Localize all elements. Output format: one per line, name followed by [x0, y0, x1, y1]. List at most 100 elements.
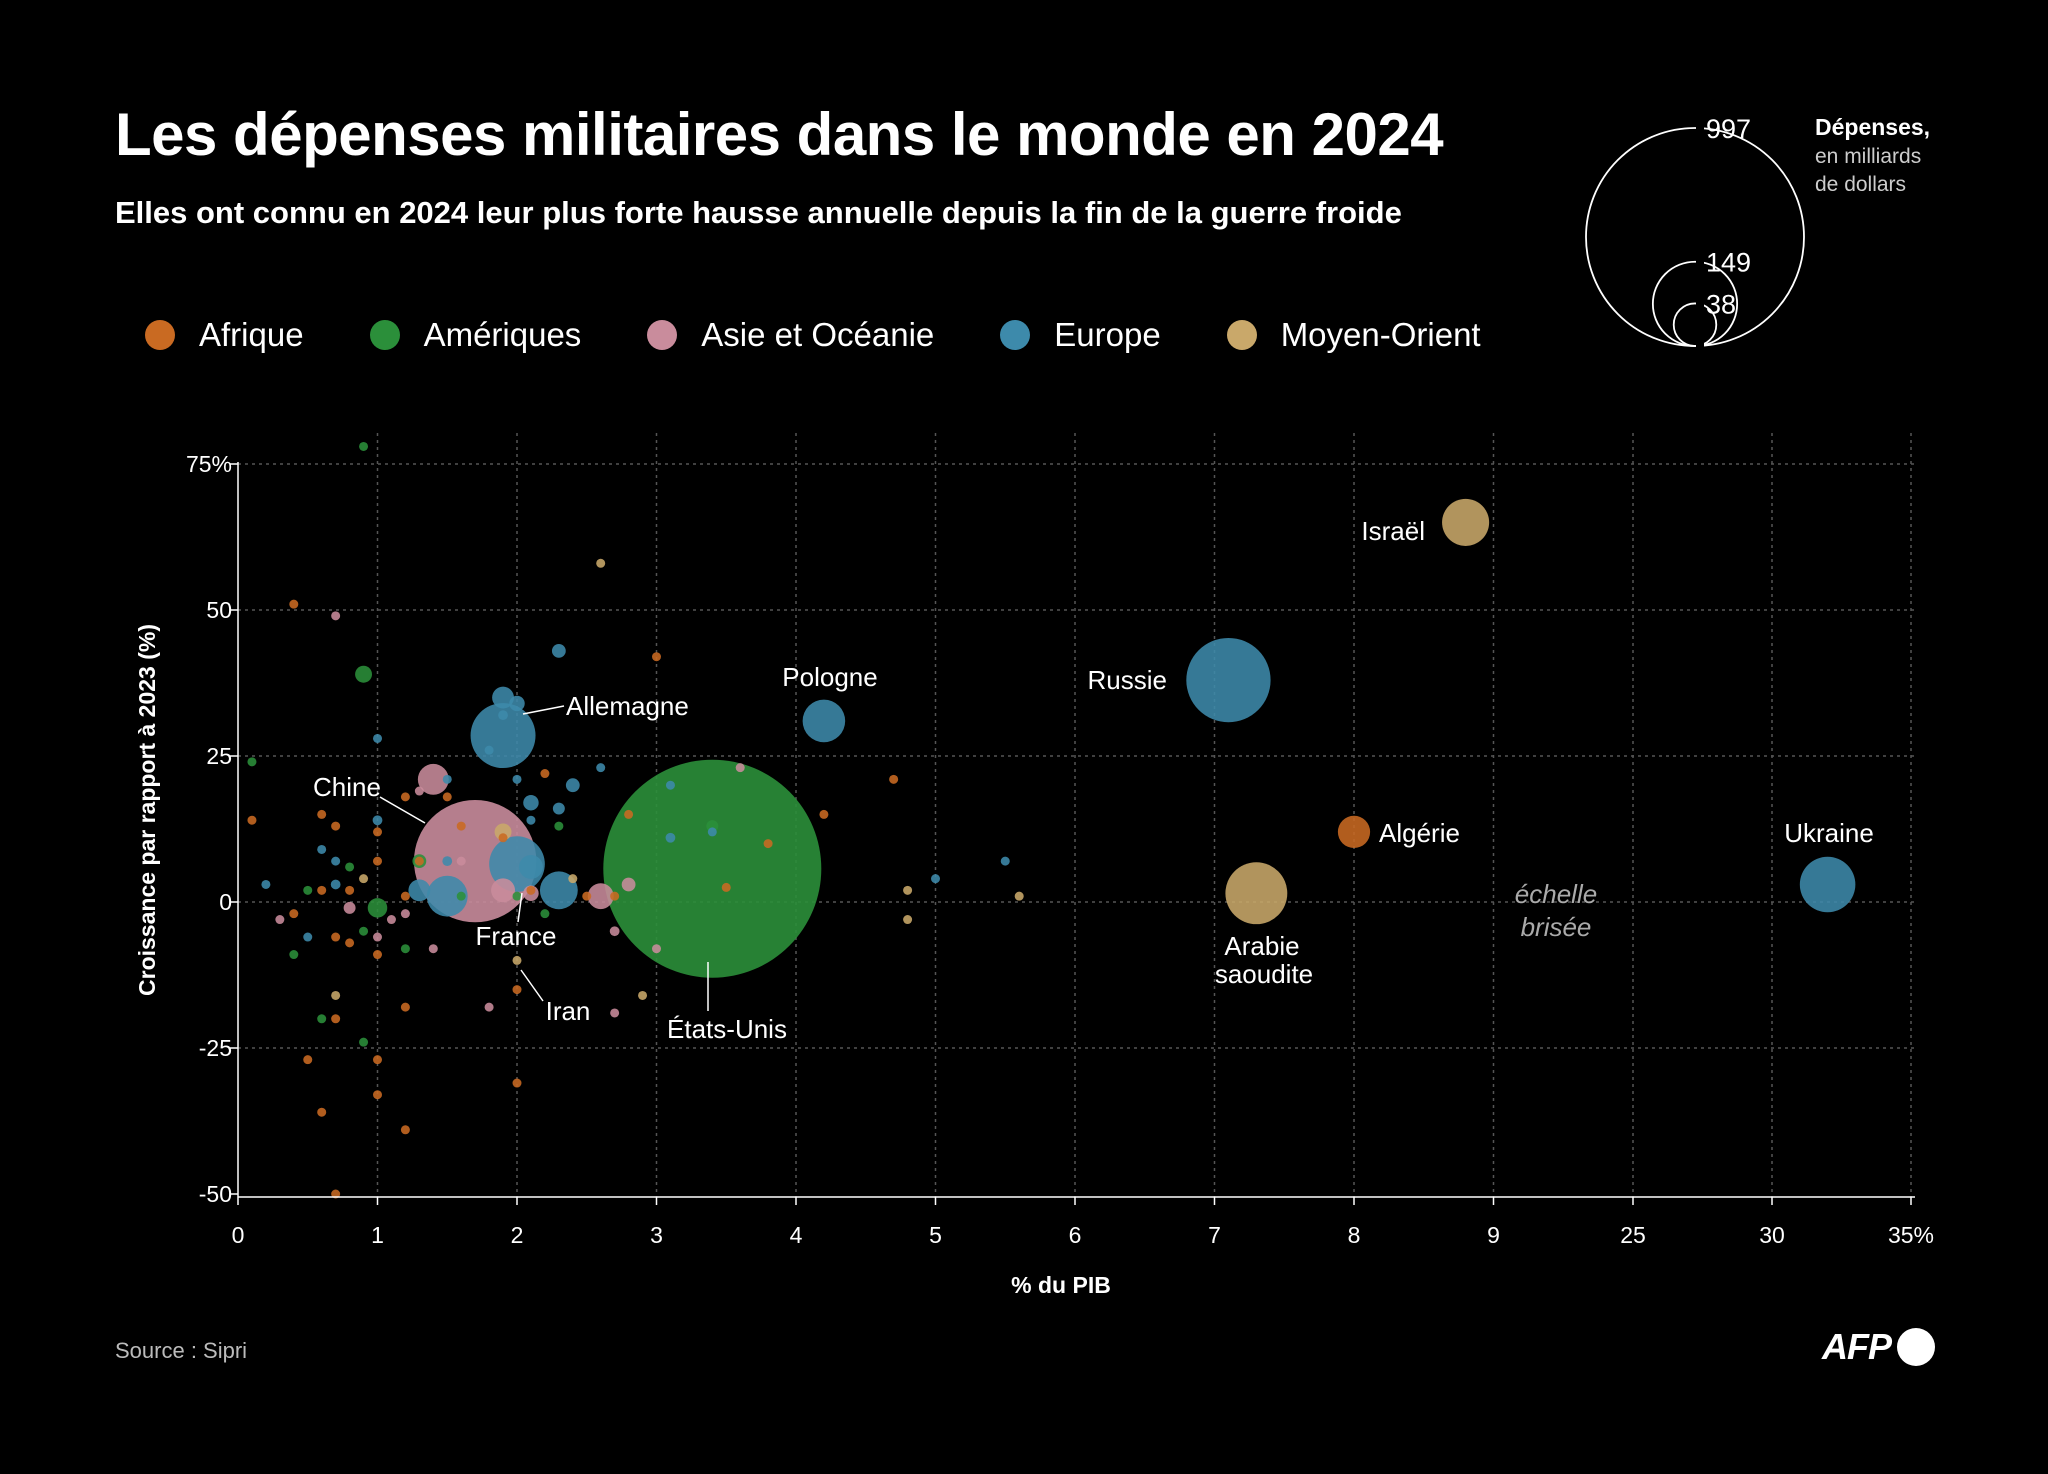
leader-iran	[520, 969, 544, 1002]
bubble-europe-7	[565, 778, 580, 793]
size-legend-title: Dépenses,	[1815, 114, 1931, 140]
bubble-europe-6	[551, 643, 566, 658]
bubble-afrique-33	[373, 1090, 382, 1100]
bubble-ameriques-16	[512, 891, 522, 901]
bubble-afrique-0	[1337, 815, 1371, 849]
legend-item-moyen-orient: Moyen-Orient	[1226, 316, 1481, 354]
bubble-europe-23	[317, 844, 327, 854]
bubble-moyen-orient-11	[359, 874, 369, 884]
bubble-moyen-orient-9	[638, 990, 648, 1000]
size-legend-subtitle-1: en milliards	[1815, 145, 1922, 168]
label-saudi-2: saoudite	[1215, 959, 1313, 989]
bubble-moyen-orient-10	[331, 990, 341, 1000]
bubble-asie-et-oceanie-1	[417, 763, 449, 795]
bubble-europe-19	[372, 815, 383, 826]
bubble-europe-11	[484, 745, 494, 755]
bubble-ameriques-6	[456, 891, 466, 901]
label-usa: États-Unis	[667, 1014, 787, 1044]
bubble-europe-20	[330, 879, 341, 890]
label-china: Chine	[313, 772, 381, 802]
bubble-afrique-20	[345, 938, 355, 948]
legend-item-europe: Europe	[1000, 316, 1161, 354]
bubble-afrique-34	[317, 1107, 327, 1117]
legend-label-asie: Asie et Océanie	[701, 316, 935, 353]
bubbles	[247, 441, 1856, 1199]
bubble-afrique-4	[317, 809, 327, 819]
y-tick-label-0: -50	[199, 1181, 232, 1207]
bubble-afrique-24	[582, 891, 592, 901]
bubble-europe-30	[707, 827, 717, 837]
bubble-europe-33	[512, 774, 522, 784]
bubble-europe-32	[1000, 856, 1010, 866]
bubble-afrique-3	[247, 815, 257, 825]
bubble-europe-21	[261, 879, 271, 889]
bubble-moyen-orient-6	[903, 885, 913, 895]
bubble-moyen-orient-2	[512, 955, 522, 965]
bubble-afrique-19	[331, 932, 341, 942]
label-israel: Israël	[1361, 516, 1425, 546]
bubble-afrique-26	[721, 882, 731, 892]
bubble-europe-28	[665, 780, 675, 790]
leader-france	[517, 892, 523, 923]
bubble-afrique-22	[289, 909, 299, 919]
bubble-europe-24	[331, 856, 341, 866]
bubble-afrique-6	[373, 827, 382, 837]
bubble-afrique-25	[610, 891, 620, 901]
x-tick-label-3: 3	[650, 1222, 663, 1248]
bubble-asie-et-oceanie-12	[275, 915, 285, 925]
label-ukraine: Ukraine	[1784, 818, 1874, 848]
legend-label-europe: Europe	[1054, 316, 1161, 353]
bubble-asie-et-oceanie-9	[343, 901, 356, 914]
bubble-asie-et-oceanie-15	[484, 1002, 494, 1012]
bubble-afrique-32	[512, 1078, 522, 1088]
bubble-afrique-5	[331, 821, 341, 831]
bubble-asie-et-oceanie-18	[735, 763, 745, 773]
size-legend: 997 149 38	[1585, 100, 1805, 350]
size-legend-value-0: 997	[1706, 114, 1751, 144]
bubble-europe-22	[303, 932, 313, 942]
bubble-afrique-29	[331, 1014, 341, 1024]
bubble-ameriques-0	[603, 759, 822, 978]
bubble-europe-27	[596, 763, 606, 773]
bubble-moyen-orient-1	[1225, 862, 1288, 925]
bubble-europe-10	[498, 710, 508, 721]
bubble-afrique-18	[345, 885, 355, 895]
bubble-afrique-7	[400, 792, 410, 802]
legend-dot-afrique	[145, 320, 175, 350]
bubble-europe-0	[1186, 637, 1271, 723]
bubble-asie-et-oceanie-19	[456, 856, 466, 866]
bubble-ameriques-8	[345, 862, 355, 872]
y-tick-label-5: 75%	[186, 451, 232, 477]
bubble-afrique-10	[624, 809, 634, 819]
bubble-ameriques-1	[359, 441, 369, 451]
bubble-afrique-11	[763, 839, 773, 849]
bubble-ameriques-9	[359, 926, 369, 936]
x-tick-label-1: 1	[371, 1222, 384, 1248]
size-legend-circle-0	[1585, 127, 1805, 347]
page-subtitle: Elles ont connu en 2024 leur plus forte …	[115, 195, 1402, 230]
legend-item-asie: Asie et Océanie	[647, 316, 934, 354]
bubble-ameriques-12	[317, 1014, 327, 1024]
x-tick-label-11: 30	[1759, 1222, 1785, 1248]
y-tick-label-4: 50	[206, 597, 232, 623]
bubble-europe-2	[802, 699, 846, 743]
bubble-europe-25	[442, 774, 452, 784]
bubble-ameriques-3	[247, 757, 257, 767]
bubble-europe-26	[373, 733, 382, 743]
legend-dot-europe	[1000, 320, 1031, 350]
bubble-afrique-17	[317, 885, 327, 895]
bubble-afrique-35	[400, 1125, 410, 1135]
x-tick-label-8: 8	[1348, 1222, 1361, 1248]
bubble-afrique-1	[289, 599, 299, 609]
broken-scale-note-1: échelle	[1515, 879, 1597, 909]
bubble-europe-12	[526, 815, 536, 825]
bubble-afrique-13	[889, 774, 899, 784]
bubble-asie-et-oceanie-16	[610, 1008, 620, 1018]
bubble-europe-5	[509, 695, 525, 712]
legend-item-afrique: Afrique	[145, 316, 304, 354]
bubble-moyen-orient-5	[903, 915, 913, 925]
afp-logo-text: AFP	[1822, 1326, 1892, 1367]
bubble-afrique-31	[373, 1055, 382, 1065]
legend-dot-moyen-orient	[1226, 320, 1257, 350]
